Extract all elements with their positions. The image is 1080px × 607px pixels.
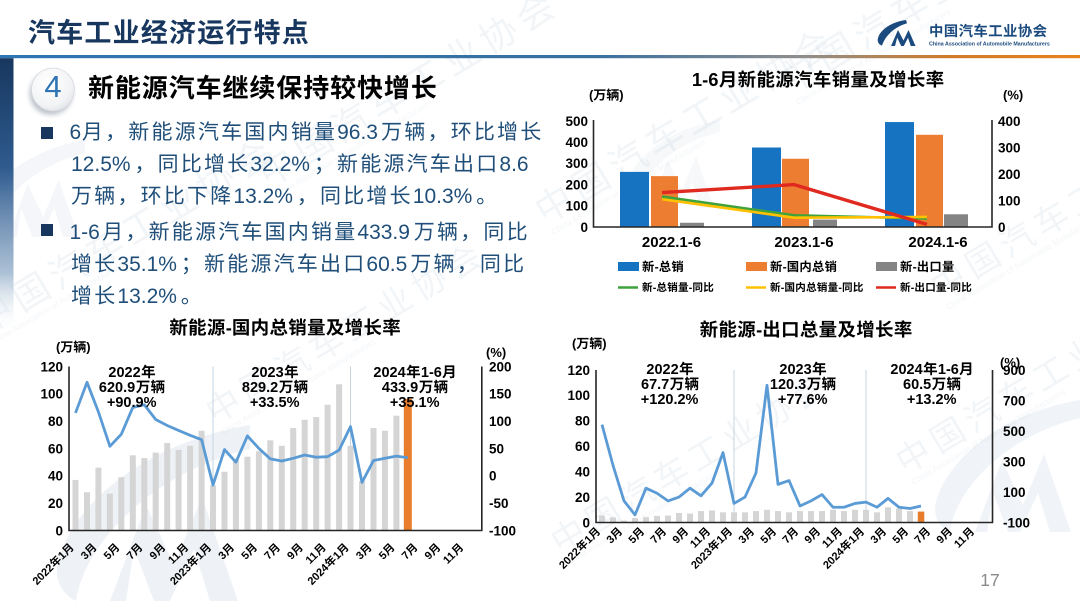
- svg-text:300: 300: [998, 140, 1021, 155]
- svg-text:200: 200: [998, 167, 1021, 182]
- svg-text:0: 0: [581, 220, 589, 235]
- svg-text:1-6: 1-6: [692, 69, 719, 90]
- svg-text:-: -: [756, 319, 762, 340]
- svg-text:500: 500: [1003, 424, 1026, 439]
- svg-text:12.5%: 12.5%: [71, 153, 131, 176]
- svg-text:100: 100: [998, 193, 1021, 208]
- svg-text:40: 40: [48, 469, 63, 484]
- svg-text:1-6: 1-6: [421, 365, 442, 381]
- svg-text:2024: 2024: [373, 365, 405, 381]
- svg-text:60: 60: [48, 441, 63, 456]
- svg-text:60.5: 60.5: [903, 377, 931, 393]
- svg-text:-: -: [653, 282, 657, 294]
- svg-text:0: 0: [583, 515, 591, 530]
- svg-text:+33.5%: +33.5%: [250, 395, 300, 411]
- svg-text:0: 0: [56, 523, 64, 538]
- svg-text:100: 100: [566, 199, 589, 214]
- svg-text:(: (: [589, 88, 594, 103]
- svg-text:+13.2%: +13.2%: [907, 392, 957, 408]
- svg-text:35.1%: 35.1%: [117, 253, 177, 276]
- svg-text:120.3: 120.3: [770, 377, 806, 393]
- svg-text:+77.6%: +77.6%: [778, 392, 828, 408]
- svg-text:-: -: [783, 260, 787, 274]
- svg-text:13.2%: 13.2%: [233, 185, 293, 208]
- svg-text:): ): [86, 340, 90, 355]
- svg-text:300: 300: [1003, 454, 1026, 469]
- svg-text:(%): (%): [1003, 88, 1023, 103]
- svg-text:-50: -50: [489, 496, 509, 511]
- svg-text:1-6: 1-6: [70, 221, 100, 244]
- svg-text:(%): (%): [486, 345, 506, 360]
- svg-text:50: 50: [489, 441, 504, 456]
- svg-text:-100: -100: [489, 523, 516, 538]
- svg-text:-: -: [689, 282, 693, 294]
- svg-text:150: 150: [489, 387, 512, 402]
- svg-text:300: 300: [566, 156, 589, 171]
- svg-text:-: -: [226, 317, 232, 338]
- svg-text:2024: 2024: [890, 362, 922, 378]
- svg-text:-: -: [947, 282, 951, 294]
- svg-text:-: -: [838, 282, 842, 294]
- svg-text:6: 6: [70, 121, 82, 144]
- svg-text:2024.1-6: 2024.1-6: [908, 234, 967, 251]
- svg-text:60: 60: [575, 439, 590, 454]
- svg-text:200: 200: [489, 359, 512, 374]
- svg-text:0: 0: [998, 220, 1006, 235]
- svg-text:200: 200: [566, 177, 589, 192]
- svg-text:433.9: 433.9: [382, 380, 418, 396]
- svg-text:-: -: [911, 282, 915, 294]
- svg-text:8.6: 8.6: [499, 153, 528, 176]
- svg-text:17: 17: [980, 570, 999, 590]
- svg-text:(: (: [572, 336, 577, 351]
- svg-text:13.2%: 13.2%: [117, 285, 177, 308]
- svg-text:40: 40: [575, 465, 590, 480]
- svg-text:2022: 2022: [646, 362, 678, 378]
- svg-text:700: 700: [1003, 393, 1026, 408]
- svg-text:-: -: [781, 282, 785, 294]
- svg-text:2022: 2022: [108, 365, 140, 381]
- svg-text:400: 400: [566, 135, 589, 150]
- svg-text:1-6: 1-6: [938, 362, 959, 378]
- svg-text:-: -: [913, 260, 917, 274]
- svg-text:80: 80: [48, 414, 63, 429]
- svg-text:500: 500: [566, 114, 589, 129]
- svg-text:China Association of Automobil: China Association of Automobile Manufact…: [929, 42, 1050, 48]
- svg-text:100: 100: [41, 387, 64, 402]
- svg-text:4: 4: [44, 69, 61, 104]
- svg-text:120: 120: [41, 359, 64, 374]
- svg-text:433.9: 433.9: [357, 221, 410, 244]
- svg-text:0: 0: [489, 469, 497, 484]
- svg-text:60.5: 60.5: [366, 253, 407, 276]
- svg-text:400: 400: [998, 114, 1021, 129]
- svg-text:-: -: [655, 260, 659, 274]
- svg-text:829.2: 829.2: [242, 380, 278, 396]
- svg-text:2023: 2023: [779, 362, 811, 378]
- svg-text:100: 100: [568, 388, 591, 403]
- svg-text:67.7: 67.7: [641, 377, 669, 393]
- svg-text:-100: -100: [1003, 515, 1030, 530]
- svg-text:10.3%: 10.3%: [413, 185, 473, 208]
- svg-text:900: 900: [1003, 363, 1026, 378]
- svg-text:20: 20: [575, 490, 590, 505]
- svg-text:(: (: [56, 340, 61, 355]
- svg-text:100: 100: [489, 414, 512, 429]
- svg-text:100: 100: [1003, 485, 1026, 500]
- svg-text:2023: 2023: [251, 365, 283, 381]
- svg-text:120: 120: [568, 363, 591, 378]
- svg-text:2022.1-6: 2022.1-6: [642, 234, 701, 251]
- svg-text:+120.2%: +120.2%: [641, 392, 699, 408]
- svg-text:2023.1-6: 2023.1-6: [774, 234, 833, 251]
- svg-text:(%): (%): [1000, 355, 1020, 370]
- svg-text:): ): [602, 336, 606, 351]
- svg-text:+35.1%: +35.1%: [390, 395, 440, 411]
- svg-text:+90.9%: +90.9%: [107, 395, 157, 411]
- svg-text:96.3: 96.3: [337, 121, 378, 144]
- svg-text:): ): [619, 88, 623, 103]
- svg-text:20: 20: [48, 496, 63, 511]
- svg-text:80: 80: [575, 414, 590, 429]
- svg-text:620.9: 620.9: [99, 380, 135, 396]
- svg-text:32.2%: 32.2%: [250, 153, 310, 176]
